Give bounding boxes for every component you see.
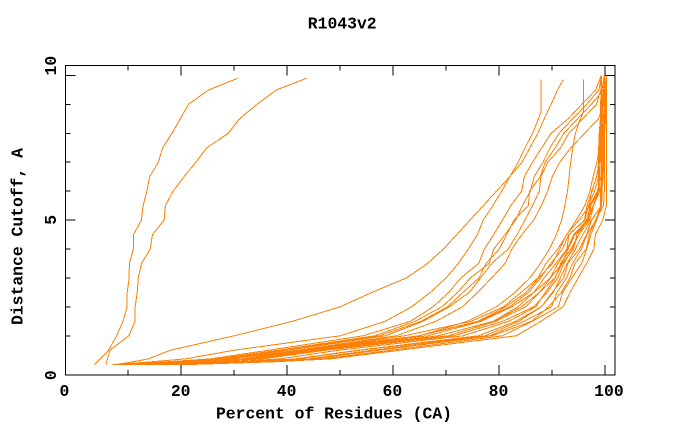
- svg-text:0: 0: [42, 370, 61, 380]
- svg-text:R1043v2: R1043v2: [308, 15, 377, 34]
- svg-text:10: 10: [42, 56, 61, 76]
- svg-text:40: 40: [277, 382, 297, 401]
- svg-text:20: 20: [171, 382, 191, 401]
- svg-text:100: 100: [594, 382, 624, 401]
- svg-text:5: 5: [42, 215, 61, 225]
- svg-text:80: 80: [489, 382, 509, 401]
- svg-text:Percent of Residues (CA): Percent of Residues (CA): [216, 405, 452, 424]
- svg-text:0: 0: [59, 382, 69, 401]
- svg-text:Distance Cutoff, A: Distance Cutoff, A: [9, 148, 28, 325]
- svg-text:60: 60: [383, 382, 403, 401]
